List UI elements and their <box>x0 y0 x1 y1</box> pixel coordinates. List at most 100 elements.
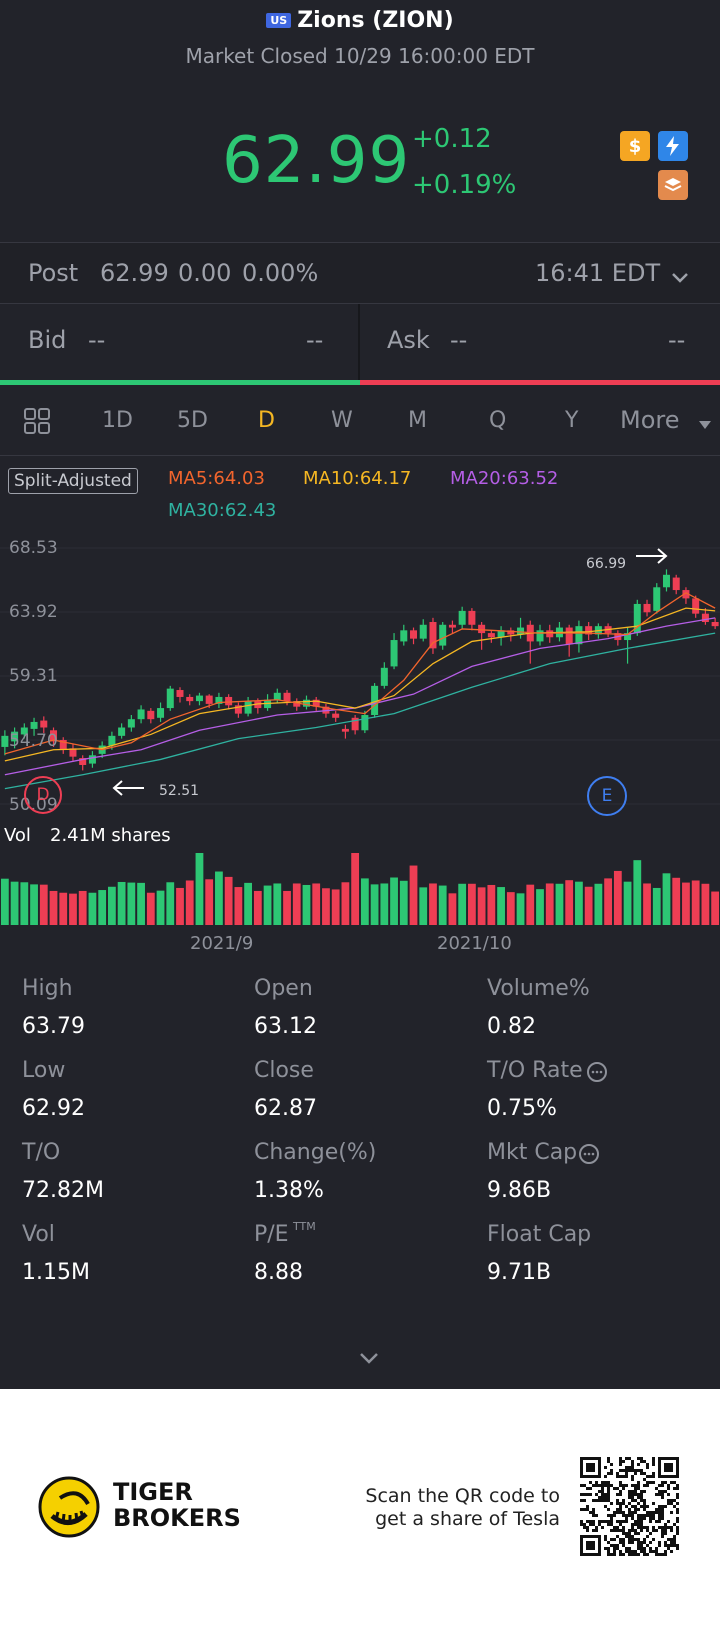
dividend-event-marker[interactable]: D <box>24 776 62 814</box>
candle-body <box>633 603 641 634</box>
qr-module <box>640 1550 643 1553</box>
candle-body <box>312 699 320 707</box>
volume-bar <box>643 883 651 925</box>
tab-more[interactable]: More <box>620 406 680 434</box>
volume-bar <box>662 873 671 925</box>
qr-module <box>670 1511 673 1514</box>
qr-module <box>649 1547 652 1550</box>
qr-module <box>664 1505 667 1508</box>
volume-bar <box>711 891 720 925</box>
tab-d[interactable]: D <box>258 408 275 433</box>
volume-bar <box>127 882 136 925</box>
qr-module <box>619 1523 622 1526</box>
qr-module <box>661 1517 664 1520</box>
candlestick-chart[interactable] <box>0 530 720 830</box>
qr-module <box>616 1529 619 1532</box>
qr-module <box>676 1532 679 1535</box>
qr-module <box>604 1475 607 1478</box>
qr-module <box>634 1499 637 1502</box>
qr-module <box>646 1475 649 1478</box>
candle-body <box>546 630 554 638</box>
layers-icon[interactable] <box>658 170 688 200</box>
stat-label: Change(%) <box>254 1140 377 1165</box>
bid-panel: Bid -- -- <box>0 304 360 380</box>
volume-bar <box>672 877 681 925</box>
qr-module <box>622 1499 625 1502</box>
volume-bar <box>458 883 467 925</box>
tab-m[interactable]: M <box>408 408 427 433</box>
candle-body <box>30 721 38 729</box>
candle-body <box>487 633 495 638</box>
qr-module <box>592 1523 595 1526</box>
qr-module <box>652 1538 655 1541</box>
qr-module <box>664 1553 667 1556</box>
qr-module <box>622 1514 625 1517</box>
qr-module <box>601 1520 604 1523</box>
qr-module <box>640 1547 643 1550</box>
tab-w[interactable]: W <box>331 408 353 433</box>
volume-bar <box>438 885 447 925</box>
split-adjusted-toggle[interactable]: Split-Adjusted <box>8 468 138 494</box>
price-change: +0.12 <box>412 124 492 154</box>
qr-module <box>634 1484 637 1487</box>
qr-module <box>646 1529 649 1532</box>
qr-module <box>646 1535 649 1538</box>
qr-module <box>640 1541 643 1544</box>
volume-bar <box>604 878 612 925</box>
stat-label: Low <box>22 1058 66 1083</box>
candle-body <box>672 577 680 591</box>
qr-module <box>598 1523 601 1526</box>
stat-value: 63.12 <box>254 1014 317 1039</box>
qr-module <box>655 1511 658 1514</box>
volume-bar <box>526 884 535 925</box>
volume-bar <box>10 881 19 925</box>
qr-module <box>598 1496 601 1499</box>
ma30-line <box>4 632 716 790</box>
stat-value: 9.86B <box>487 1178 552 1203</box>
qr-module <box>646 1514 649 1517</box>
earnings-event-marker[interactable]: E <box>587 776 627 816</box>
dollar-icon[interactable]: $ <box>620 131 650 161</box>
qr-module <box>673 1487 676 1490</box>
qr-module <box>616 1535 619 1538</box>
stat-value: 1.15M <box>22 1260 90 1285</box>
qr-module <box>601 1499 604 1502</box>
tab-y[interactable]: Y <box>565 408 579 433</box>
volume-chart[interactable] <box>0 845 720 927</box>
qr-module <box>652 1502 655 1505</box>
qr-module <box>622 1460 625 1463</box>
qr-module <box>607 1496 610 1499</box>
chevron-down-icon[interactable] <box>670 263 690 291</box>
volume-bar <box>302 884 311 925</box>
tab-5d[interactable]: 5D <box>177 408 208 433</box>
candle-body <box>682 590 690 599</box>
caret-down-icon[interactable] <box>698 412 712 437</box>
qr-module <box>634 1469 637 1472</box>
qr-module <box>631 1535 634 1538</box>
volume-bar <box>691 880 700 925</box>
qr-module <box>598 1490 601 1493</box>
tab-q[interactable]: Q <box>489 408 507 433</box>
candle-body <box>147 710 155 720</box>
qr-module <box>634 1529 637 1532</box>
qr-module <box>604 1535 607 1538</box>
qr-module <box>664 1529 667 1532</box>
grid-icon[interactable] <box>22 406 52 442</box>
qr-module <box>613 1529 616 1532</box>
lightning-icon[interactable] <box>658 131 688 161</box>
info-icon[interactable] <box>578 1143 600 1169</box>
post-market-bar[interactable]: Post 62.99 0.00 0.00% 16:41 EDT <box>0 242 720 304</box>
qr-module <box>637 1481 640 1484</box>
candle-body <box>118 727 126 736</box>
tab-1d[interactable]: 1D <box>102 408 133 433</box>
qr-module <box>640 1523 643 1526</box>
qr-module <box>676 1544 679 1547</box>
qr-module <box>640 1517 643 1520</box>
info-icon[interactable] <box>586 1061 608 1087</box>
stat-value: 0.82 <box>487 1014 536 1039</box>
qr-module <box>646 1526 649 1529</box>
qr-module <box>586 1493 589 1496</box>
expand-chevron-icon[interactable] <box>358 1350 380 1369</box>
qr-module <box>646 1511 649 1514</box>
qr-module <box>646 1505 649 1508</box>
